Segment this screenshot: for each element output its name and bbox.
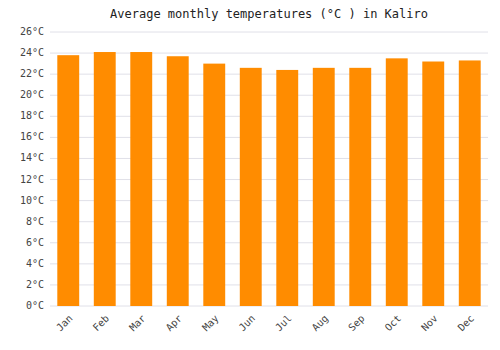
y-tick-label: 20°C [20, 89, 44, 100]
x-tick-label: Sep [346, 313, 367, 334]
bar [276, 70, 298, 306]
bar [313, 68, 335, 306]
bar [167, 56, 189, 306]
x-tick-label: Nov [419, 313, 440, 334]
x-tick-label: Dec [456, 313, 477, 334]
y-tick-label: 8°C [26, 216, 44, 227]
y-tick-label: 2°C [26, 279, 44, 290]
x-tick-label: Apr [164, 313, 185, 334]
y-tick-label: 0°C [26, 300, 44, 311]
title: Average monthly temperatures (°C ) in Ka… [110, 7, 428, 21]
y-tick-label: 24°C [20, 47, 44, 58]
y-tick-label: 26°C [20, 26, 44, 37]
y-tick-label: 4°C [26, 258, 44, 269]
bar [203, 64, 225, 306]
x-tick-label: Feb [91, 313, 112, 334]
y-tick-label: 14°C [20, 152, 44, 163]
x-tick-label: Jan [54, 313, 75, 334]
y-tick-label: 10°C [20, 195, 44, 206]
y-tick-label: 16°C [20, 131, 44, 142]
chart: 0°C 2°C 4°C 6°C 8°C 10°C 12°C 14°C 16°C 18°C 20°C 2… [0, 0, 500, 350]
x-tick-label: Aug [310, 313, 331, 334]
bar [57, 55, 79, 306]
y-tick-label: 22°C [20, 68, 44, 79]
bar [240, 68, 262, 306]
x-tick-label: May [200, 313, 221, 334]
bar [459, 60, 481, 306]
y-tick-label: 6°C [26, 237, 44, 248]
y-tick-label: 12°C [20, 174, 44, 185]
bar [422, 62, 444, 306]
grid-line [50, 32, 488, 33]
x-tick-label: Oct [383, 313, 404, 334]
bar [386, 58, 408, 306]
y-tick-label: 18°C [20, 110, 44, 121]
bars [57, 52, 480, 306]
grid [50, 32, 488, 306]
x-tick-label: Jun [237, 313, 258, 334]
x-tick-label: Jul [273, 313, 294, 334]
bar [130, 52, 152, 306]
bar [94, 52, 116, 306]
bar [349, 68, 371, 306]
x-tick-label: Mar [127, 313, 148, 334]
